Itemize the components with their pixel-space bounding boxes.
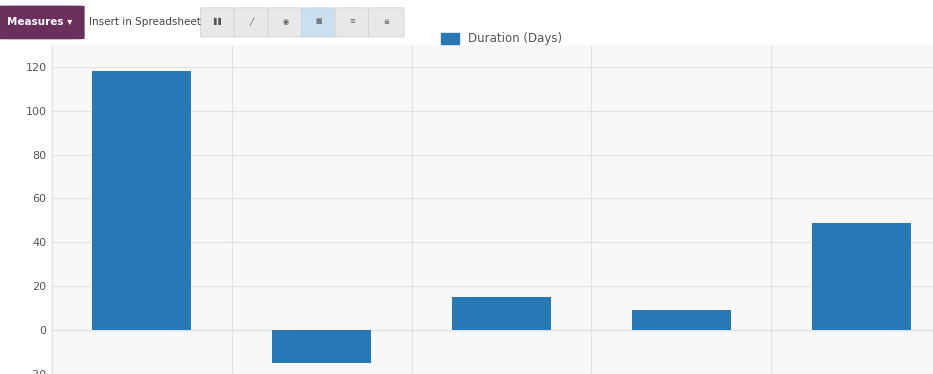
Bar xyxy=(272,330,371,363)
Bar xyxy=(452,297,551,330)
FancyBboxPatch shape xyxy=(268,8,303,37)
Text: ▌▌: ▌▌ xyxy=(213,18,224,25)
FancyBboxPatch shape xyxy=(0,6,84,39)
Text: ◉: ◉ xyxy=(283,19,288,25)
Legend: Duration (Days): Duration (Days) xyxy=(436,28,567,50)
Text: ╱: ╱ xyxy=(250,18,254,26)
Text: ≣: ≣ xyxy=(383,19,389,25)
Bar xyxy=(92,71,191,330)
FancyBboxPatch shape xyxy=(369,8,404,37)
Bar xyxy=(632,310,731,330)
FancyBboxPatch shape xyxy=(234,8,270,37)
FancyBboxPatch shape xyxy=(301,8,337,37)
FancyBboxPatch shape xyxy=(201,8,236,37)
Text: Measures ▾: Measures ▾ xyxy=(7,16,73,27)
Text: ▦: ▦ xyxy=(315,19,323,25)
Text: ≡: ≡ xyxy=(350,19,355,25)
FancyBboxPatch shape xyxy=(335,8,370,37)
Bar xyxy=(812,223,911,330)
Text: Insert in Spreadsheet: Insert in Spreadsheet xyxy=(89,16,201,27)
